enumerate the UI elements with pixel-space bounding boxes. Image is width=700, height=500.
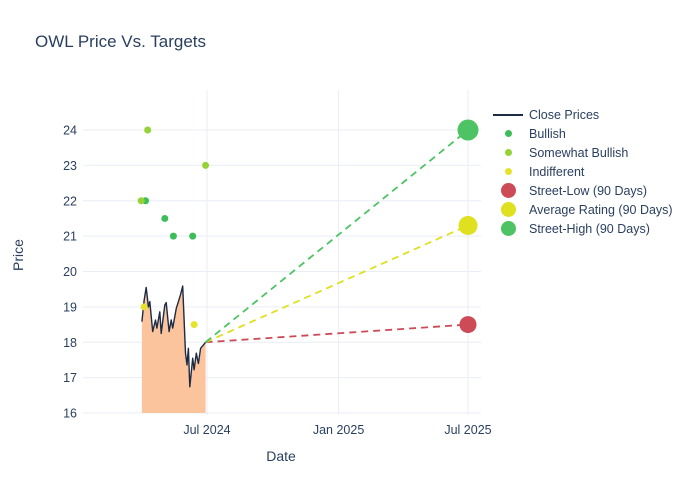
projection-line-street-high-days: [205, 129, 469, 343]
legend-label: Somewhat Bullish: [529, 145, 629, 160]
y-tick-label: 20: [63, 265, 77, 279]
rating-dot-bullish: [169, 232, 177, 240]
x-axis-label: Date: [266, 448, 296, 464]
legend-item-somewhat-bullish[interactable]: Somewhat Bullish: [492, 143, 673, 162]
y-tick-label: 21: [63, 230, 77, 244]
legend-label: Average Rating (90 Days): [529, 202, 673, 217]
x-tick-label: Jan 2025: [313, 423, 364, 437]
rating-dot-somewhat-bullish: [137, 197, 145, 205]
legend-line-swatch: [492, 113, 524, 116]
legend-item-street-low-days[interactable]: Street-Low (90 Days): [492, 181, 673, 200]
y-tick-label: 22: [63, 194, 77, 208]
legend: Close Prices Bullish Somewhat Bullish Indif…: [492, 105, 673, 238]
close-prices-line: [141, 285, 207, 388]
rating-dot-bullish: [189, 232, 197, 240]
legend-item-street-high-days[interactable]: Street-High (90 Days): [492, 219, 673, 238]
rating-dot-indifferent: [190, 321, 198, 329]
y-tick-label: 19: [63, 300, 77, 314]
legend-item-indifferent[interactable]: Indifferent: [492, 162, 673, 181]
y-tick-label: 16: [63, 407, 77, 421]
legend-label: Indifferent: [529, 164, 585, 179]
y-tick-label: 24: [63, 124, 77, 138]
rating-dot-indifferent: [140, 303, 148, 311]
legend-dot-swatch: [492, 168, 524, 175]
legend-dot-swatch: [492, 183, 524, 198]
projection-line-average-rating-days: [205, 224, 469, 344]
target-dot-street-high-days: [457, 119, 479, 141]
rating-dot-somewhat-bullish: [144, 126, 152, 134]
rating-dot-bullish: [161, 214, 169, 222]
legend-dot-swatch: [492, 221, 524, 236]
y-tick-label: 18: [63, 336, 77, 350]
legend-item-close-prices[interactable]: Close Prices: [492, 105, 673, 124]
rating-dot-somewhat-bullish: [202, 161, 210, 169]
legend-label: Bullish: [529, 126, 566, 141]
legend-label: Street-Low (90 Days): [529, 183, 648, 198]
y-tick-label: 17: [63, 371, 77, 385]
legend-item-bullish[interactable]: Bullish: [492, 124, 673, 143]
close-prices-area: [141, 286, 206, 413]
target-dot-average-rating-days: [458, 216, 478, 236]
legend-label: Close Prices: [529, 107, 600, 122]
legend-dot-swatch: [492, 202, 524, 217]
x-tick-label: Jul 2024: [183, 423, 230, 437]
target-dot-street-low-days: [459, 316, 477, 334]
y-axis-label: Price: [10, 239, 26, 271]
legend-dot-swatch: [492, 149, 524, 156]
chart-title: OWL Price Vs. Targets: [35, 32, 206, 51]
projection-line-street-low-days: [205, 323, 469, 344]
legend-label: Street-High (90 Days): [529, 221, 650, 236]
y-tick-label: 23: [63, 159, 77, 173]
legend-dot-swatch: [492, 130, 524, 137]
x-tick-label: Jul 2025: [444, 423, 491, 437]
legend-item-average-rating-days[interactable]: Average Rating (90 Days): [492, 200, 673, 219]
